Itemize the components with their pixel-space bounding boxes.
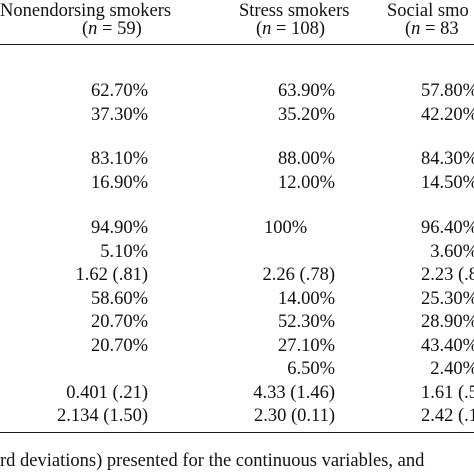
table-cell: 2.26 (.78) [262,265,335,285]
table-cell: 14.50% [420,173,474,193]
table-cell: 4.33 (1.46) [253,383,335,403]
table-cell: 12.00% [277,173,335,193]
table-cell: 62.70% [90,81,148,101]
table-cell: 100% [264,218,308,238]
table-cell: 35.20% [277,105,335,125]
table-cell: 63.90% [277,81,335,101]
table-cell: 2.42 (.1 [420,406,474,426]
table-cell: 3.60% [430,242,474,262]
table-cell: 0.401 (.21) [66,383,148,403]
table-cell: 2.134 (1.50) [57,406,148,426]
table-cell: 43.40% [420,336,474,356]
table-cell: 58.60% [90,289,148,309]
table-cell: 52.30% [277,312,335,332]
table-cell: 1.61 (.5 [420,383,474,403]
table-cell: 6.50% [287,359,335,379]
column-header-nonendorsing: Nonendorsing smokers [0,1,172,21]
column-header-stress: Stress smokers [239,1,350,21]
table-cell: 14.00% [277,289,335,309]
column-header-social: Social smo [387,1,469,21]
table-cell: 42.20% [420,105,474,125]
table-cell: 25.30% [420,289,474,309]
table-cell: 57.80% [420,81,474,101]
column-n-social: (n = 83 [405,19,459,39]
header-rule [0,44,474,46]
table-cell: 28.90% [420,312,474,332]
table-cell: 2.30 (0.11) [253,406,335,426]
table-cell: 27.10% [277,336,335,356]
table-cell: 20.70% [90,312,148,332]
column-n-stress: (n = 108) [256,19,326,39]
table-cell: 5.10% [100,242,148,262]
table-cell: 20.70% [90,336,148,356]
table-cell: 83.10% [90,149,148,169]
bottom-rule [0,432,474,434]
column-n-nonendorsing: (n = 59) [82,19,142,39]
table-cell: 2.23 (.8 [420,265,474,285]
table-cell: 16.90% [90,173,148,193]
table-cell: 88.00% [277,149,335,169]
table-cell: 1.62 (.81) [75,265,148,285]
table-cell: 37.30% [90,105,148,125]
table-cell: 96.40% [420,218,474,238]
table-cell: 2.40% [430,359,474,379]
table-cell: 84.30% [420,149,474,169]
table-footnote: rd deviations) presented for the continu… [0,451,425,471]
table-cell: 94.90% [90,218,148,238]
